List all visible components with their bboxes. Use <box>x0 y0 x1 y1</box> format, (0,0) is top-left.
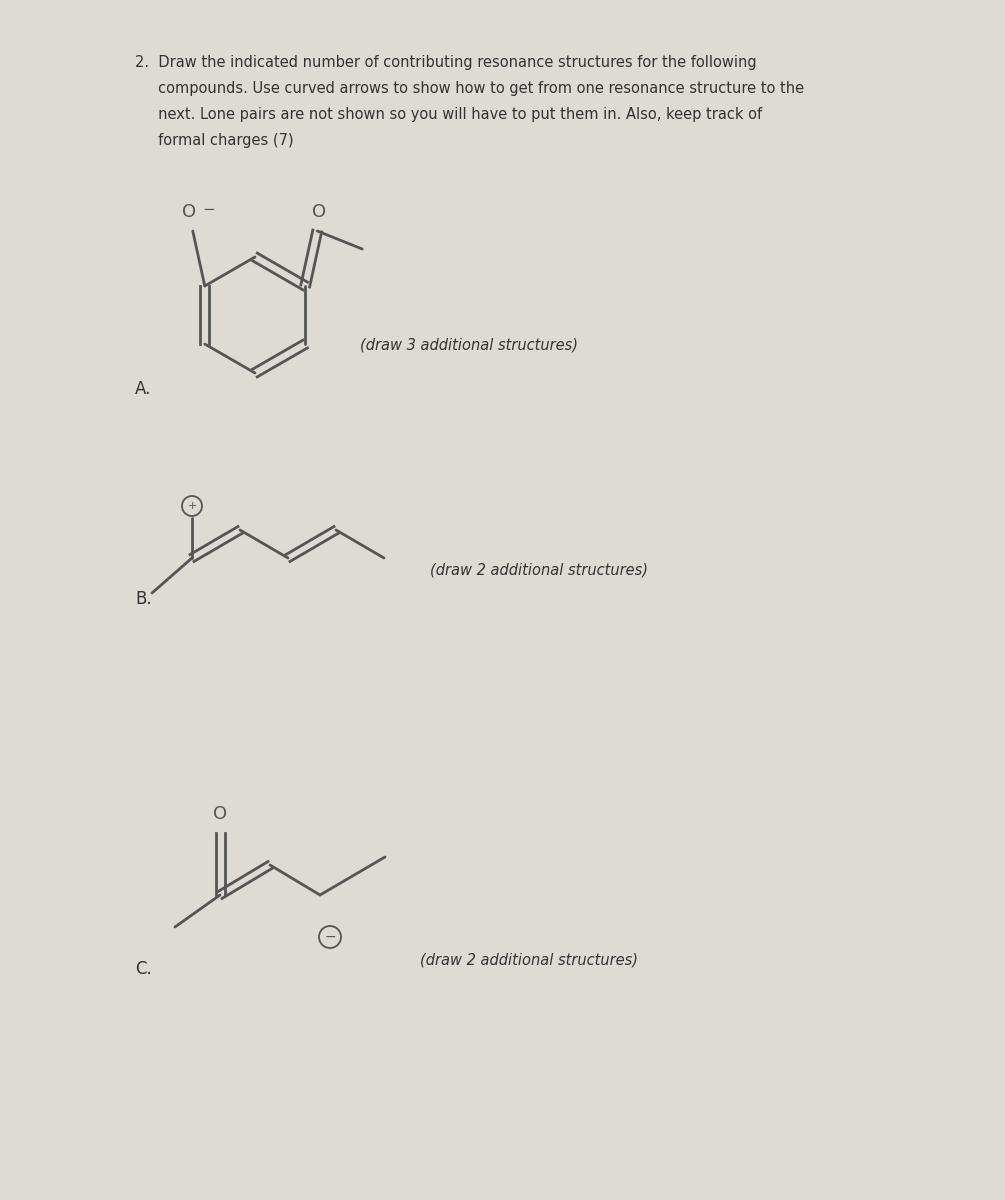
Text: −: − <box>203 202 215 217</box>
Text: (draw 2 additional structures): (draw 2 additional structures) <box>420 953 638 967</box>
Text: +: + <box>187 502 197 511</box>
Text: (draw 3 additional structures): (draw 3 additional structures) <box>360 337 578 353</box>
Text: C.: C. <box>135 960 152 978</box>
Text: compounds. Use curved arrows to show how to get from one resonance structure to : compounds. Use curved arrows to show how… <box>135 80 804 96</box>
Text: A.: A. <box>135 380 152 398</box>
Text: 2.  Draw the indicated number of contributing resonance structures for the follo: 2. Draw the indicated number of contribu… <box>135 55 757 70</box>
Text: next. Lone pairs are not shown so you will have to put them in. Also, keep track: next. Lone pairs are not shown so you wi… <box>135 107 762 122</box>
Text: O: O <box>313 203 327 221</box>
Text: formal charges (7): formal charges (7) <box>135 133 293 148</box>
Text: −: − <box>325 930 336 944</box>
Text: O: O <box>182 203 196 221</box>
Text: (draw 2 additional structures): (draw 2 additional structures) <box>430 563 648 577</box>
Text: O: O <box>213 805 227 823</box>
Text: B.: B. <box>135 590 152 608</box>
